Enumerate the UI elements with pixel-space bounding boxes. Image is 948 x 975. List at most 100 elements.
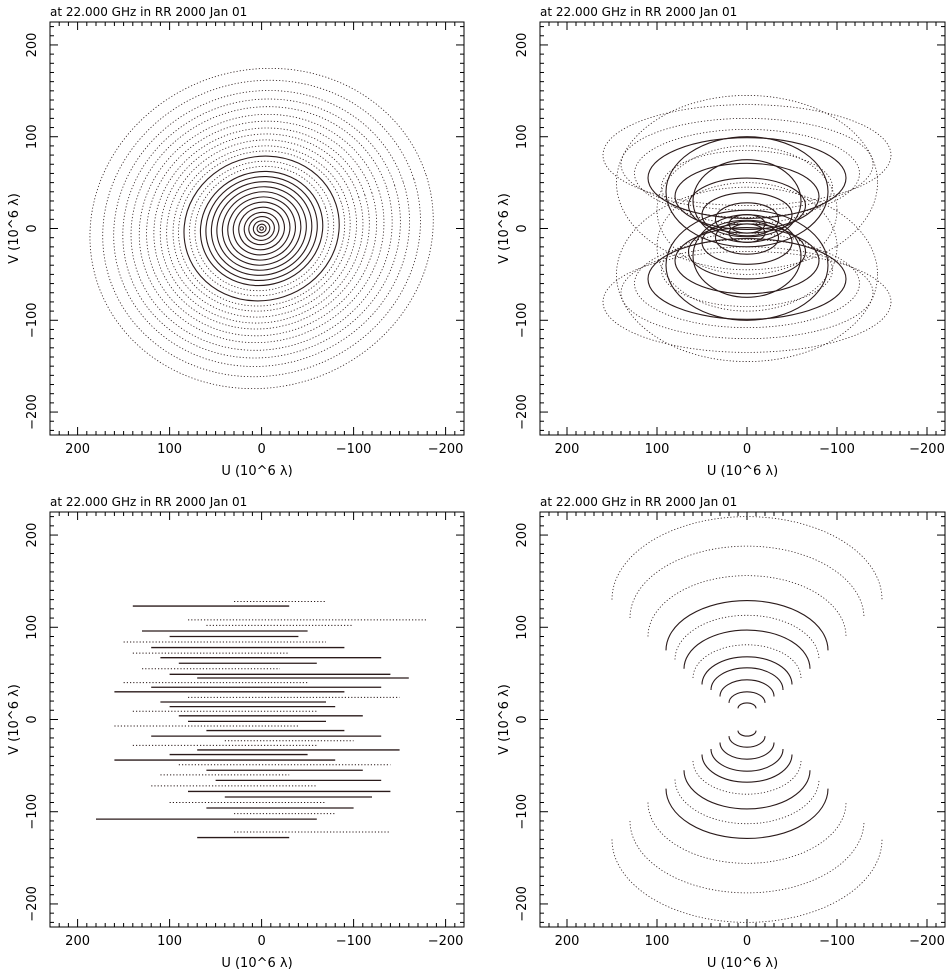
uv-track (701, 754, 793, 783)
uv-track (737, 730, 757, 737)
uv-track (210, 181, 313, 276)
uv-track (634, 239, 860, 329)
y-tick-label: −100 (25, 302, 40, 338)
uv-track (728, 691, 766, 703)
y-tick-label: −100 (25, 794, 40, 830)
y-tick-label: 200 (515, 523, 530, 548)
uv-track (252, 220, 271, 237)
uv-track (199, 170, 324, 287)
x-tick-label: 200 (555, 934, 580, 949)
x-tick-label: 200 (65, 934, 90, 949)
y-axis-label: V (10^6 λ) (497, 684, 512, 755)
x-tick-label: 200 (555, 442, 580, 457)
uv-track (221, 191, 302, 266)
x-tick-label: 100 (645, 934, 670, 949)
uv-track (166, 139, 357, 318)
uv-track (611, 839, 883, 923)
y-tick-label: −200 (25, 394, 40, 430)
uv-track (256, 223, 267, 234)
uv-track (728, 736, 766, 748)
x-tick-label: 0 (743, 934, 751, 949)
y-tick-label: 200 (515, 33, 530, 58)
uv-panel-4: at 22.000 GHz in RR 2000 Jan 01 200 100 0 −1… (497, 495, 946, 971)
y-tick-label: 0 (515, 715, 530, 723)
uv-track (216, 186, 307, 271)
uv-track (683, 629, 811, 669)
uv-track (205, 175, 318, 282)
x-axis-label: U (10^6 λ) (221, 464, 292, 479)
uv-track (692, 214, 802, 298)
plot-frame (49, 511, 465, 928)
uv-panel-2: at 22.000 GHz in RR 2000 Jan 01 200 100 0 −1… (497, 5, 946, 479)
uv-track (714, 202, 780, 237)
uv-track (665, 209, 829, 321)
uv-track (243, 211, 280, 246)
uv-track (146, 120, 378, 337)
uv-track (620, 117, 874, 211)
x-tick-label: −200 (428, 934, 464, 949)
y-axis-label: V (10^6 λ) (497, 193, 512, 264)
uv-track (647, 802, 847, 864)
x-tick-label: −100 (819, 934, 855, 949)
uv-track (629, 545, 865, 619)
x-tick-label: 0 (257, 442, 265, 457)
uv-track (692, 644, 802, 679)
uv-tracks (611, 516, 883, 923)
x-tick-label: 100 (157, 442, 182, 457)
uv-track (227, 196, 296, 261)
uv-panel-1: at 22.000 GHz in RR 2000 Jan 01 200 100 0 −1… (7, 5, 465, 479)
uv-track (183, 155, 340, 302)
uv-track (674, 162, 820, 230)
uv-track (616, 95, 878, 271)
uv-track (714, 220, 780, 255)
uv-tracks (602, 95, 892, 362)
uv-track (701, 219, 793, 265)
uv-track (674, 614, 820, 660)
uv-track (661, 232, 833, 307)
uv-track (719, 679, 775, 697)
uv-track (674, 227, 820, 295)
y-tick-label: −200 (515, 886, 530, 922)
uv-track (692, 159, 802, 243)
uv-track (616, 186, 878, 362)
y-tick-label: −200 (25, 886, 40, 922)
y-tick-label: 0 (25, 715, 40, 723)
panel-title: at 22.000 GHz in RR 2000 Jan 01 (50, 495, 247, 509)
uv-track (687, 177, 807, 234)
uv-tracks (89, 67, 434, 390)
uv-track (102, 79, 421, 378)
uv-track (602, 251, 892, 353)
uv-track (656, 182, 838, 312)
uv-track (238, 206, 285, 251)
y-tick-label: 100 (515, 124, 530, 149)
uv-track (634, 128, 860, 218)
uv-track (113, 90, 410, 367)
uv-track (665, 599, 829, 651)
uv-track (701, 192, 793, 238)
x-axis-label: U (10^6 λ) (707, 464, 778, 479)
uv-track (130, 106, 393, 351)
y-tick-label: 0 (25, 224, 40, 232)
x-tick-label: 200 (65, 442, 90, 457)
uv-track (620, 246, 874, 340)
uv-track (661, 150, 833, 225)
y-tick-label: 0 (515, 224, 530, 232)
uv-track (138, 113, 385, 344)
x-tick-label: 100 (645, 442, 670, 457)
x-tick-label: −200 (428, 442, 464, 457)
uv-track (710, 749, 784, 772)
uv-track (232, 201, 291, 256)
uv-track (194, 165, 329, 292)
y-tick-label: 100 (515, 615, 530, 640)
uv-track (656, 145, 838, 275)
uv-track (89, 67, 434, 390)
uv-track (248, 216, 275, 241)
plot-frame (539, 511, 946, 928)
uv-track (665, 136, 829, 248)
y-tick-label: −200 (515, 394, 530, 430)
x-axis-label: U (10^6 λ) (221, 956, 292, 971)
x-tick-label: −100 (336, 934, 372, 949)
y-axis-label: V (10^6 λ) (7, 193, 22, 264)
x-tick-label: −200 (909, 934, 945, 949)
